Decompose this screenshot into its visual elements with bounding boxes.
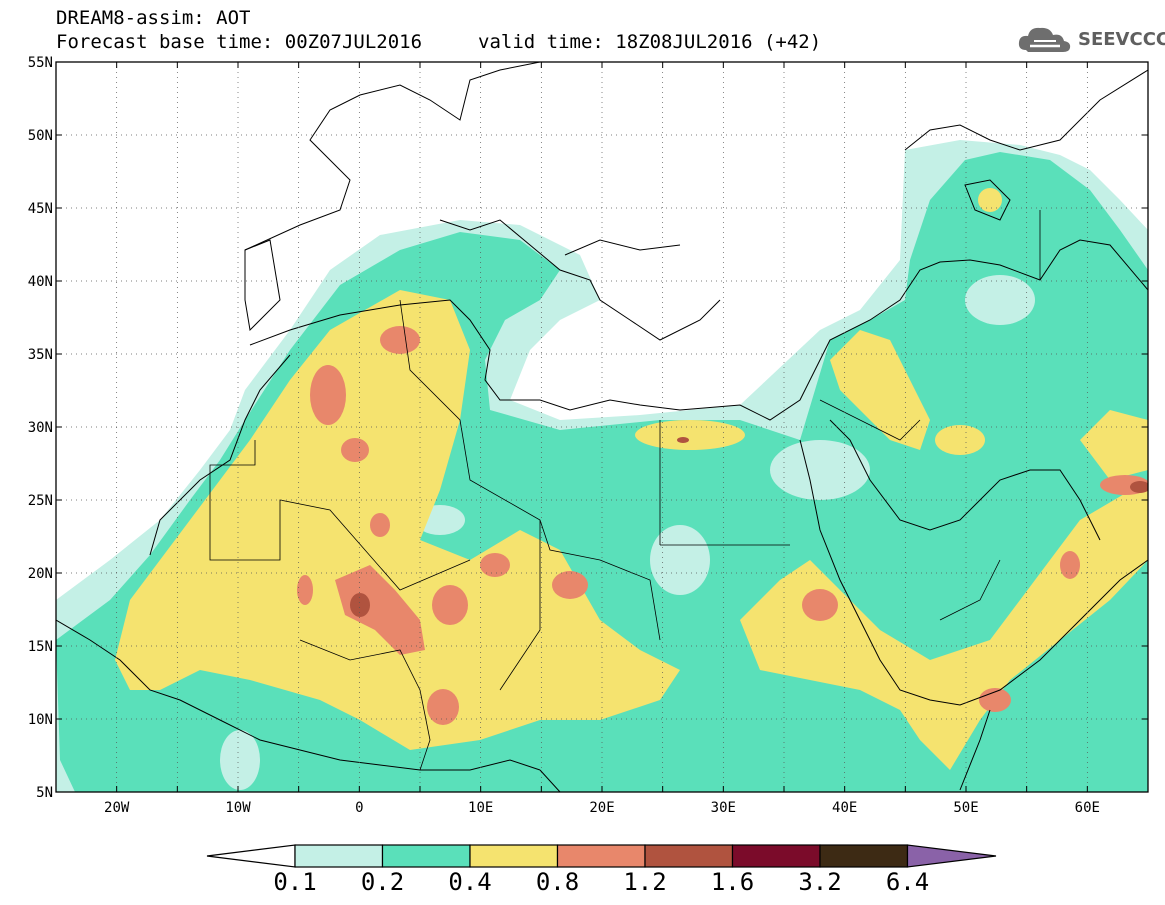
lon-label: 30E (711, 800, 736, 816)
lat-label: 35N (28, 347, 53, 363)
lat-label: 30N (28, 420, 53, 436)
lon-label: 40E (832, 800, 857, 816)
colorbar-label: 0.4 (448, 868, 492, 896)
logo-text: SEEVCCC (1078, 29, 1165, 50)
aot-band-0.8 (341, 438, 369, 462)
colorbar-swatch (469, 844, 559, 868)
aot-band-0.8 (297, 575, 313, 605)
aot-band-0.8 (552, 571, 588, 599)
colorbar-swatch (644, 844, 734, 868)
aot-band-0.4 (115, 290, 680, 750)
axis-ticks (56, 61, 1148, 793)
aot-band-0.8 (480, 553, 510, 577)
lat-label: 50N (28, 128, 53, 144)
aot-low-patch (965, 275, 1035, 325)
lon-label: 50E (953, 800, 978, 816)
lon-label: 10W (225, 800, 251, 816)
aot-band-0.8 (370, 513, 390, 537)
colorbar-label: 3.2 (798, 868, 842, 896)
aot-band-0.8 (427, 689, 459, 725)
graticule (56, 62, 1148, 792)
lon-label: 10E (468, 800, 493, 816)
colorbar-label: 6.4 (885, 868, 930, 896)
lat-label: 40N (28, 274, 53, 290)
coastlines (56, 62, 1148, 792)
colorbar-swatch (556, 844, 646, 868)
lat-label: 5N (36, 785, 53, 801)
lat-label: 15N (28, 639, 53, 655)
lon-label: 20E (589, 800, 614, 816)
lat-label: 25N (28, 493, 53, 509)
lon-label: 0 (355, 800, 363, 816)
lat-label: 10N (28, 712, 53, 728)
colorbar-over-arrow (906, 844, 997, 868)
forecast-base-time: Forecast base time: 00Z07JUL2016 (56, 31, 423, 53)
colorbar-label: 0.2 (360, 868, 405, 896)
aot-low-patch (650, 525, 710, 595)
lat-label: 55N (28, 55, 53, 71)
aot-contour-fields (56, 62, 1148, 792)
axis-labels: 55N 50N 45N 40N 35N 30N 25N 20N 15N 10N 5N 20W 10W 0 1… (28, 55, 1100, 816)
aot-band-1.2 (1130, 481, 1148, 493)
aot-band-0.8 (380, 326, 420, 354)
colorbar (206, 844, 997, 868)
seevccc-logo: SEEVCCC (1016, 22, 1165, 56)
aot-low-patch (220, 730, 260, 790)
aot-band-0.4 (935, 425, 985, 455)
aot-band-1.2 (350, 593, 370, 617)
colorbar-swatch (819, 844, 909, 868)
lat-label: 20N (28, 566, 53, 582)
colorbar-label: 0.1 (273, 868, 317, 896)
aot-band-0.8 (979, 688, 1011, 712)
aot-band-0.8 (310, 365, 346, 425)
aot-band-0.4 (978, 188, 1002, 212)
colorbar-swatch (731, 844, 821, 868)
colorbar-label: 1.6 (710, 868, 755, 896)
aot-band-0.8 (335, 565, 425, 655)
colorbar-label: 1.2 (623, 868, 667, 896)
colorbar-label: 0.8 (535, 868, 580, 896)
cloud-logo-icon (1018, 27, 1071, 52)
aot-band-0.8 (432, 585, 468, 625)
aot-band-0.8 (802, 589, 838, 621)
aot-low-patch (770, 440, 870, 500)
colorbar-swatch (294, 844, 384, 868)
aot-band-0.4 (740, 480, 1148, 770)
aot-band-1.2 (677, 437, 689, 443)
colorbar-under-arrow (206, 844, 296, 868)
lat-label: 45N (28, 201, 53, 217)
map-title: DREAM8-assim: AOT (56, 7, 251, 29)
lon-label: 60E (1075, 800, 1100, 816)
colorbar-swatch (381, 844, 471, 868)
valid-time: valid time: 18Z08JUL2016 (+42) (478, 31, 822, 53)
lon-label: 20W (104, 800, 130, 816)
aot-band-0.8 (1060, 551, 1080, 579)
aot-band-0.4 (1080, 410, 1148, 480)
aot-band-0.4 (830, 330, 930, 450)
aot-band-0.4 (635, 420, 745, 450)
country-borders (209, 210, 1041, 771)
